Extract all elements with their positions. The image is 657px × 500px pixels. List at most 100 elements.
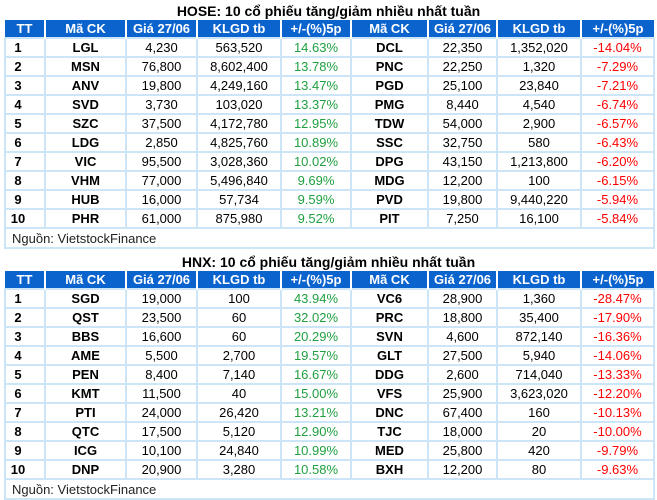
- gainer-code-cell: PTI: [44, 402, 127, 423]
- loser-code-cell: GLT: [350, 345, 429, 366]
- gainer-change-cell: 9.59%: [280, 189, 352, 210]
- gainer-change-cell: 13.47%: [280, 75, 352, 96]
- rank-cell: 10: [4, 459, 46, 480]
- source-note: Nguồn: VietstockFinance: [4, 227, 655, 249]
- gainer-code-cell: QTC: [44, 421, 127, 442]
- loser-volume-cell: 3,623,020: [496, 383, 582, 404]
- gainer-price-cell: 17,500: [125, 421, 198, 442]
- loser-volume-cell: 23,840: [496, 75, 582, 96]
- gainer-change-cell: 10.89%: [280, 132, 352, 153]
- loser-price-cell: 12,200: [427, 459, 498, 480]
- gainer-volume-cell: 875,980: [196, 208, 282, 229]
- table-row: 8 VHM 77,000 5,496,840 9.69% MDG 12,200 100 -6.1…: [4, 170, 655, 191]
- loser-volume-cell: 20: [496, 421, 582, 442]
- header-down-code: Mã CK: [350, 20, 428, 38]
- gainer-volume-cell: 24,840: [196, 440, 282, 461]
- loser-code-cell: TJC: [350, 421, 429, 442]
- rank-cell: 3: [4, 326, 46, 347]
- gainer-volume-cell: 60: [196, 326, 282, 347]
- table-row: 3 BBS 16,600 60 20.29% SVN 4,600 872,140 -16.36%: [4, 326, 655, 347]
- gainer-price-cell: 19,800: [125, 75, 198, 96]
- gainer-change-cell: 12.95%: [280, 113, 352, 134]
- rank-cell: 10: [4, 208, 46, 229]
- loser-code-cell: DNC: [350, 402, 429, 423]
- header-up-change: +/-(%)5p: [280, 271, 351, 289]
- table-row: 7 VIC 95,500 3,028,360 10.02% DPG 43,150 1,213,…: [4, 151, 655, 172]
- gainer-volume-cell: 5,120: [196, 421, 282, 442]
- gainer-price-cell: 95,500: [125, 151, 198, 172]
- loser-volume-cell: 1,360: [496, 288, 582, 309]
- gainer-change-cell: 9.52%: [280, 208, 352, 229]
- gainer-volume-cell: 40: [196, 383, 282, 404]
- loser-price-cell: 25,800: [427, 440, 498, 461]
- loser-change-cell: -12.20%: [580, 383, 655, 404]
- table-row: 1 LGL 4,230 563,520 14.63% DCL 22,350 1,352,020…: [4, 37, 655, 58]
- gainer-volume-cell: 3,280: [196, 459, 282, 480]
- gainer-volume-cell: 4,249,160: [196, 75, 282, 96]
- loser-volume-cell: 4,540: [496, 94, 582, 115]
- hnx-header-row: TT Mã CK Giá 27/06 KLGD tb +/-(%)5p Mã C…: [5, 271, 654, 289]
- gainer-code-cell: AME: [44, 345, 127, 366]
- hose-title: HOSE: 10 cổ phiếu tăng/giảm nhiều nhất t…: [176, 3, 481, 19]
- rank-cell: 4: [4, 345, 46, 366]
- gainer-price-cell: 61,000: [125, 208, 198, 229]
- gainer-price-cell: 16,000: [125, 189, 198, 210]
- gainer-code-cell: SZC: [44, 113, 127, 134]
- gainer-code-cell: QST: [44, 307, 127, 328]
- gainer-code-cell: KMT: [44, 383, 127, 404]
- loser-price-cell: 43,150: [427, 151, 498, 172]
- gainer-volume-cell: 4,825,760: [196, 132, 282, 153]
- loser-price-cell: 27,500: [427, 345, 498, 366]
- gainer-price-cell: 5,500: [125, 345, 198, 366]
- table-row: 3 ANV 19,800 4,249,160 13.47% PGD 25,100 23,840…: [4, 75, 655, 96]
- gainer-volume-cell: 8,602,400: [196, 56, 282, 77]
- loser-volume-cell: 5,940: [496, 345, 582, 366]
- rank-cell: 2: [4, 307, 46, 328]
- gainer-price-cell: 2,850: [125, 132, 198, 153]
- table-row: 4 SVD 3,730 103,020 13.37% PMG 8,440 4,540 -6.74…: [4, 94, 655, 115]
- gainer-change-cell: 13.21%: [280, 402, 352, 423]
- rank-cell: 7: [4, 151, 46, 172]
- header-down-price: Giá 27/06: [427, 271, 497, 289]
- hnx-source-row: Nguồn: VietstockFinance: [4, 478, 655, 500]
- gainer-code-cell: DNP: [44, 459, 127, 480]
- loser-price-cell: 67,400: [427, 402, 498, 423]
- header-up-price: Giá 27/06: [125, 271, 197, 289]
- source-note: Nguồn: VietstockFinance: [4, 478, 655, 500]
- loser-code-cell: TDW: [350, 113, 429, 134]
- gainer-price-cell: 10,100: [125, 440, 198, 461]
- loser-code-cell: SSC: [350, 132, 429, 153]
- gainer-price-cell: 24,000: [125, 402, 198, 423]
- loser-change-cell: -13.33%: [580, 364, 655, 385]
- loser-code-cell: PNC: [350, 56, 429, 77]
- gainer-code-cell: SVD: [44, 94, 127, 115]
- loser-volume-cell: 714,040: [496, 364, 582, 385]
- table-row: 9 ICG 10,100 24,840 10.99% MED 25,800 420 -9.79%: [4, 440, 655, 461]
- header-up-volume: KLGD tb: [196, 271, 281, 289]
- header-up-price: Giá 27/06: [125, 20, 197, 38]
- rank-cell: 8: [4, 170, 46, 191]
- loser-price-cell: 2,600: [427, 364, 498, 385]
- gainer-change-cell: 10.02%: [280, 151, 352, 172]
- loser-code-cell: MDG: [350, 170, 429, 191]
- header-down-volume: KLGD tb: [496, 20, 581, 38]
- table-row: 7 PTI 24,000 26,420 13.21% DNC 67,400 160 -10.13…: [4, 402, 655, 423]
- hnx-title: HNX: 10 cổ phiếu tăng/giảm nhiều nhất tu…: [181, 254, 476, 270]
- gainer-price-cell: 3,730: [125, 94, 198, 115]
- header-down-price: Giá 27/06: [427, 20, 497, 38]
- hose-table: TT Mã CK Giá 27/06 KLGD tb +/-(%)5p Mã C…: [4, 20, 655, 249]
- loser-volume-cell: 2,900: [496, 113, 582, 134]
- gainer-code-cell: VIC: [44, 151, 127, 172]
- gainer-volume-cell: 563,520: [196, 37, 282, 58]
- loser-volume-cell: 160: [496, 402, 582, 423]
- gainer-code-cell: HUB: [44, 189, 127, 210]
- header-up-code: Mã CK: [44, 20, 126, 38]
- gainer-volume-cell: 5,496,840: [196, 170, 282, 191]
- table-row: 4 AME 5,500 2,700 19.57% GLT 27,500 5,940 -14.06…: [4, 345, 655, 366]
- header-up-change: +/-(%)5p: [280, 20, 351, 38]
- gainer-volume-cell: 26,420: [196, 402, 282, 423]
- gainer-code-cell: ICG: [44, 440, 127, 461]
- loser-volume-cell: 9,440,220: [496, 189, 582, 210]
- loser-price-cell: 25,900: [427, 383, 498, 404]
- rank-cell: 5: [4, 364, 46, 385]
